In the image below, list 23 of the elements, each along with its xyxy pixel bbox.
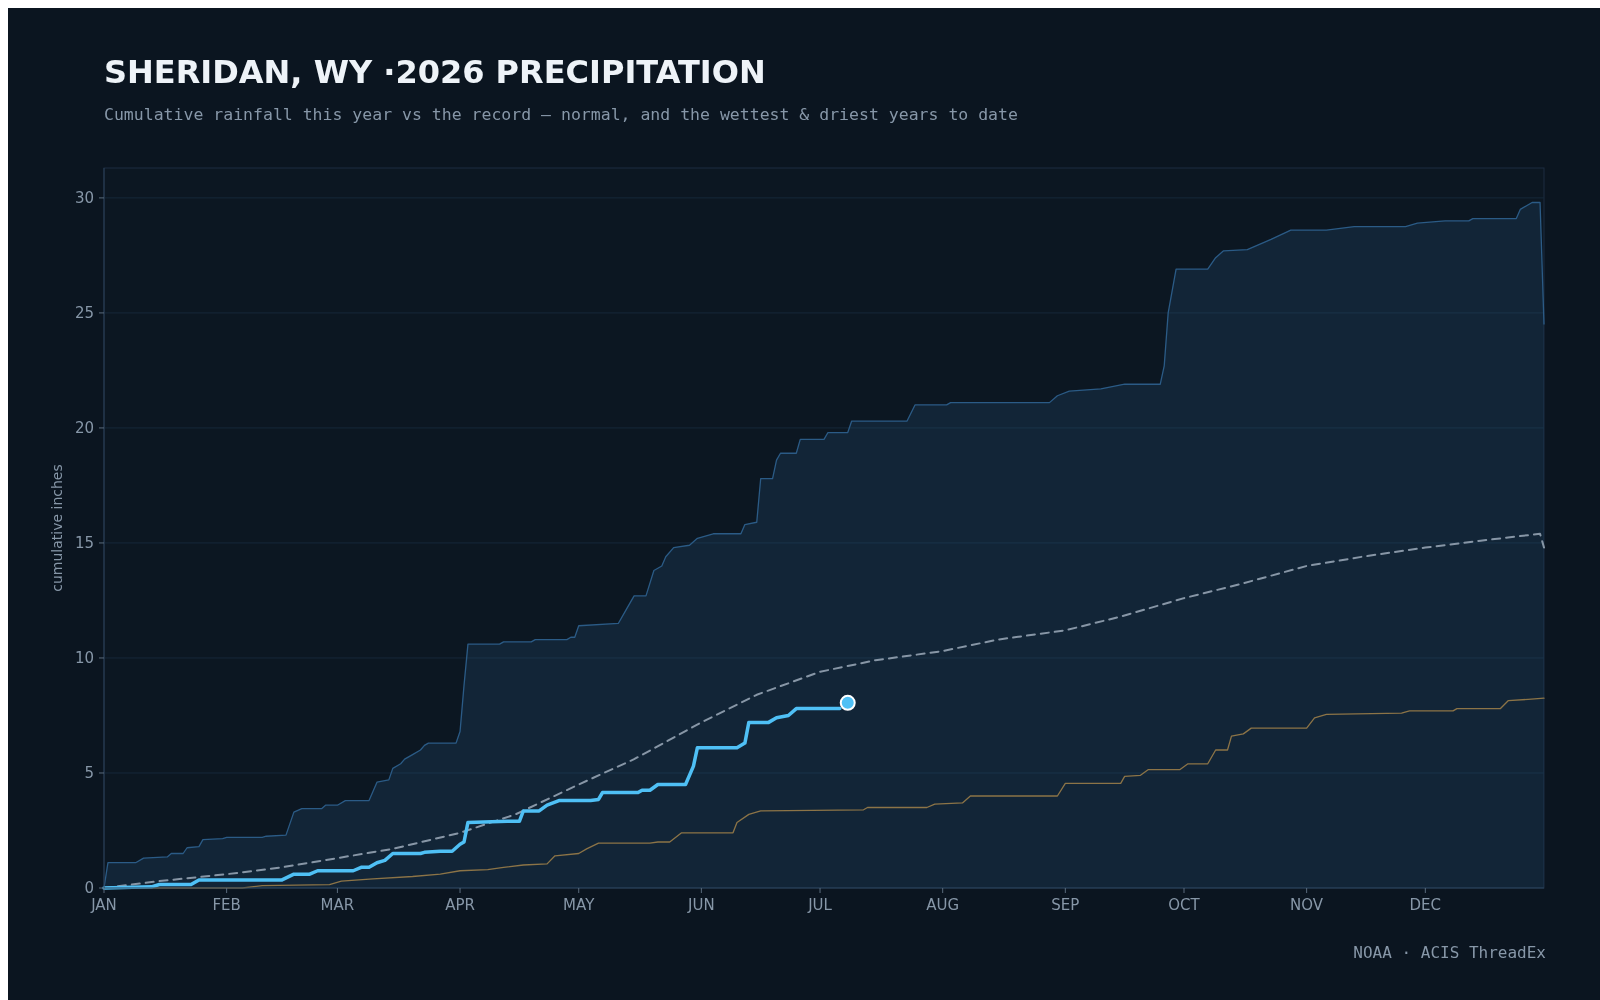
x-tick-label: AUG [926, 896, 960, 914]
x-tick-label: SEP [1051, 896, 1080, 914]
x-tick-label: JAN [90, 896, 117, 914]
chart-subtitle: Cumulative rainfall this year vs the record — normal, and the wettest & driest years to date [104, 105, 1018, 124]
y-tick-label: 5 [84, 764, 94, 783]
y-axis-title: cumulative inches [49, 464, 65, 592]
x-tick-label: NOV [1290, 896, 1324, 914]
x-tick-label: OCT [1168, 896, 1201, 914]
x-tick-label: DEC [1409, 896, 1442, 914]
y-tick-label: 10 [74, 649, 94, 668]
x-tick-label: MAY [563, 896, 596, 914]
y-tick-label: 15 [74, 534, 94, 553]
x-tick-label: APR [445, 896, 475, 914]
y-tick-label: 25 [74, 304, 94, 323]
text: NOAA · ACIS ThreadEx [1353, 943, 1547, 962]
x-tick-label: JUN [687, 896, 715, 914]
y-tick-label: 20 [74, 419, 94, 438]
y-tick-label: 0 [84, 879, 94, 898]
x-tick-label: JUL [807, 896, 833, 914]
x-tick-label: MAR [320, 896, 355, 914]
x-tick-label: FEB [212, 896, 241, 914]
y-tick-label: 30 [74, 189, 94, 208]
chart-title: SHERIDAN, WY ·2026 PRECIPITATION [104, 53, 766, 91]
